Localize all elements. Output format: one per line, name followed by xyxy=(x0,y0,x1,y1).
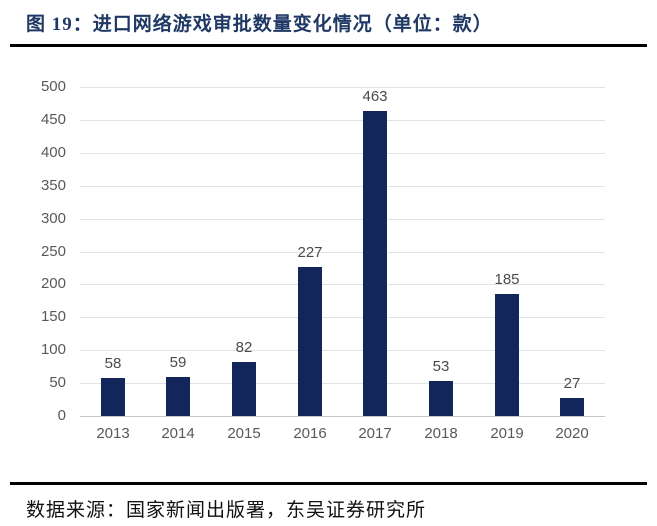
y-tick-label: 0 xyxy=(57,407,66,424)
bar-2015 xyxy=(232,362,256,416)
y-tick-label: 300 xyxy=(40,210,66,227)
y-tick-label: 350 xyxy=(40,177,66,194)
gridline xyxy=(80,120,605,121)
x-tick-label: 2013 xyxy=(96,425,130,442)
x-tick-label: 2016 xyxy=(293,425,327,442)
bar-value-label: 82 xyxy=(235,339,253,356)
bar-2020 xyxy=(560,398,584,416)
gridline xyxy=(80,252,605,253)
y-tick-label: 150 xyxy=(40,308,66,325)
y-tick-label: 100 xyxy=(40,341,66,358)
data-source: 数据来源：国家新闻出版署，东吴证券研究所 xyxy=(26,500,427,521)
top-rule xyxy=(10,44,647,47)
x-tick-label: 2015 xyxy=(227,425,261,442)
gridline xyxy=(80,350,605,351)
bar-chart: 0 50 100 150 200 250 300 350 400 450 500 58 59 82 227… xyxy=(0,78,657,455)
y-tick-label: 450 xyxy=(40,111,66,128)
y-axis: 0 50 100 150 200 250 300 350 400 450 500 xyxy=(0,78,66,424)
gridline xyxy=(80,186,605,187)
bar-2017 xyxy=(363,111,387,416)
x-tick-label: 2018 xyxy=(424,425,458,442)
bar-value-label: 53 xyxy=(432,358,450,375)
x-axis-line xyxy=(80,416,605,417)
bar-value-label: 27 xyxy=(563,375,581,392)
bar-2014 xyxy=(166,377,190,416)
y-tick-label: 500 xyxy=(40,78,66,95)
y-tick-label: 400 xyxy=(40,144,66,161)
bar-2016 xyxy=(298,267,322,416)
bar-2018 xyxy=(429,381,453,416)
gridline xyxy=(80,153,605,154)
y-tick-label: 50 xyxy=(49,374,66,391)
x-tick-label: 2019 xyxy=(490,425,524,442)
y-tick-label: 200 xyxy=(40,275,66,292)
bar-value-label: 59 xyxy=(169,354,187,371)
x-tick-label: 2020 xyxy=(555,425,589,442)
gridline xyxy=(80,284,605,285)
bar-2013 xyxy=(101,378,125,416)
gridline xyxy=(80,383,605,384)
x-tick-label: 2014 xyxy=(161,425,195,442)
figure-title: 图 19：进口网络游戏审批数量变化情况（单位：款） xyxy=(26,14,493,35)
x-tick-label: 2017 xyxy=(358,425,392,442)
x-axis: 2013 2014 2015 2016 2017 2018 2019 2020 xyxy=(80,424,605,450)
gridline xyxy=(80,87,605,88)
bar-value-label: 58 xyxy=(104,355,122,372)
bar-value-label: 227 xyxy=(297,244,323,261)
bar-value-label: 185 xyxy=(494,271,520,288)
gridline xyxy=(80,317,605,318)
bar-2019 xyxy=(495,294,519,416)
plot-area: 58 59 82 227 463 53 185 27 xyxy=(80,87,605,417)
y-tick-label: 250 xyxy=(40,243,66,260)
bar-value-label: 463 xyxy=(362,88,388,105)
bottom-rule xyxy=(10,482,647,485)
gridline xyxy=(80,219,605,220)
